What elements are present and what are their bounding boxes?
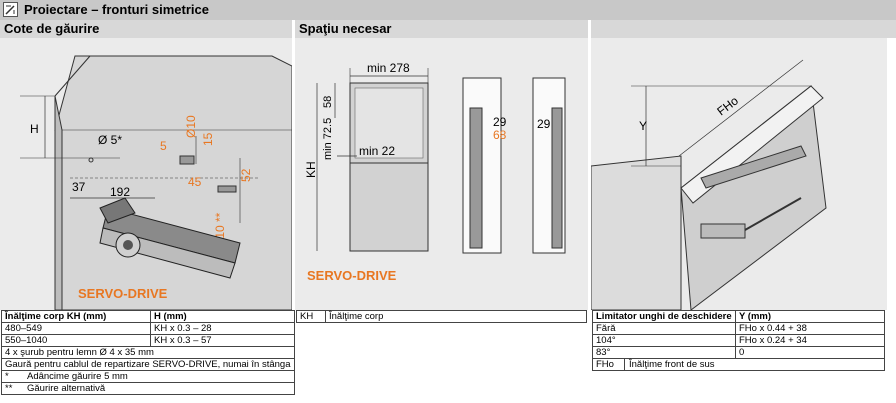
footnote-mark: ** <box>5 383 13 394</box>
dim-min22: min 22 <box>359 144 395 158</box>
dim-68: 68 <box>493 128 507 142</box>
table-cell: KH <box>296 310 326 323</box>
legend-text: Înălţime front de sus <box>629 359 715 370</box>
note: Gaură pentru cablul de repartizare SERVO… <box>1 358 295 371</box>
dim-37: 37 <box>72 180 86 194</box>
table-cell: 550–1040 <box>1 334 151 347</box>
th-h: H (mm) <box>150 310 295 323</box>
table-cell: 480–549 <box>1 322 151 335</box>
section-space: Spaţiu necesar <box>295 20 896 38</box>
dim-5: 5 <box>160 139 167 153</box>
page-title: Proiectare – fronturi simetrice <box>24 2 209 17</box>
table-cell: KH x 0.3 – 28 <box>150 322 295 335</box>
section-drilling: Cote de găurire <box>0 20 292 38</box>
dim-192: 192 <box>110 185 130 199</box>
table-cell: 83° <box>592 346 736 359</box>
table-cell: Fără <box>592 322 736 335</box>
footnote-text: Adâncime găurire 5 mm <box>27 371 128 382</box>
dim-52: 52 <box>239 168 253 182</box>
note: 4 x şurub pentru lemn Ø 4 x 35 mm <box>1 346 295 359</box>
brand-mid: SERVO-DRIVE <box>307 268 397 283</box>
table-cell: 0 <box>735 346 885 359</box>
kh-legend-table: KH Înălţime corp <box>296 310 587 323</box>
footnote-mark: * <box>5 371 9 382</box>
lift-diagram: Y FHo <box>591 38 887 310</box>
title-bar: Proiectare – fronturi simetrice <box>0 0 896 20</box>
table-cell: KH x 0.3 – 57 <box>150 334 295 347</box>
footnote-row: ** Găurire alternativă <box>1 382 295 395</box>
dim-58: 58 <box>322 96 334 108</box>
brand-left: SERVO-DRIVE <box>78 286 168 301</box>
table-cell: FHo x 0.44 + 38 <box>735 322 885 335</box>
dim-H: H <box>30 122 39 136</box>
dim-29b: 29 <box>537 117 551 131</box>
drilling-diagram: H Ø 5* 37 192 5 15 Ø10 45 52 Ø10 ** SERV… <box>0 38 292 310</box>
servo-drive-unit <box>99 197 241 279</box>
edit-icon <box>3 2 18 17</box>
dim-min278: min 278 <box>367 61 410 75</box>
dim-d5: Ø 5* <box>98 133 122 147</box>
footnote-text: Găurire alternativă <box>27 383 106 394</box>
dim-KH: KH <box>304 161 318 178</box>
legend-row: FHo Înălţime front de sus <box>592 358 885 371</box>
dim-min72: min 72.5 <box>322 118 334 160</box>
height-table: Înălţime corp KH (mm) H (mm) 480–549 KH x… <box>1 310 295 395</box>
dim-d10a: Ø10 <box>184 115 198 138</box>
th-kh: Înălţime corp KH (mm) <box>1 310 151 323</box>
legend-key: FHo <box>596 359 625 370</box>
table-cell: Înălţime corp <box>325 310 587 323</box>
footnote-row: * Adâncime găurire 5 mm <box>1 370 295 383</box>
table-cell: 104° <box>592 334 736 347</box>
space-diagram: min 278 KH 58 min 72.5 min 22 29 68 29 S… <box>295 38 588 310</box>
dim-Y: Y <box>639 119 647 133</box>
th-limiter: Limitator unghi de deschidere <box>592 310 736 323</box>
dim-45: 45 <box>188 175 202 189</box>
dim-29a: 29 <box>493 115 507 129</box>
table-cell: FHo x 0.24 + 34 <box>735 334 885 347</box>
th-y: Y (mm) <box>735 310 885 323</box>
dim-15: 15 <box>201 132 215 146</box>
angle-table: Limitator unghi de deschidere Y (mm) Făr… <box>592 310 885 371</box>
